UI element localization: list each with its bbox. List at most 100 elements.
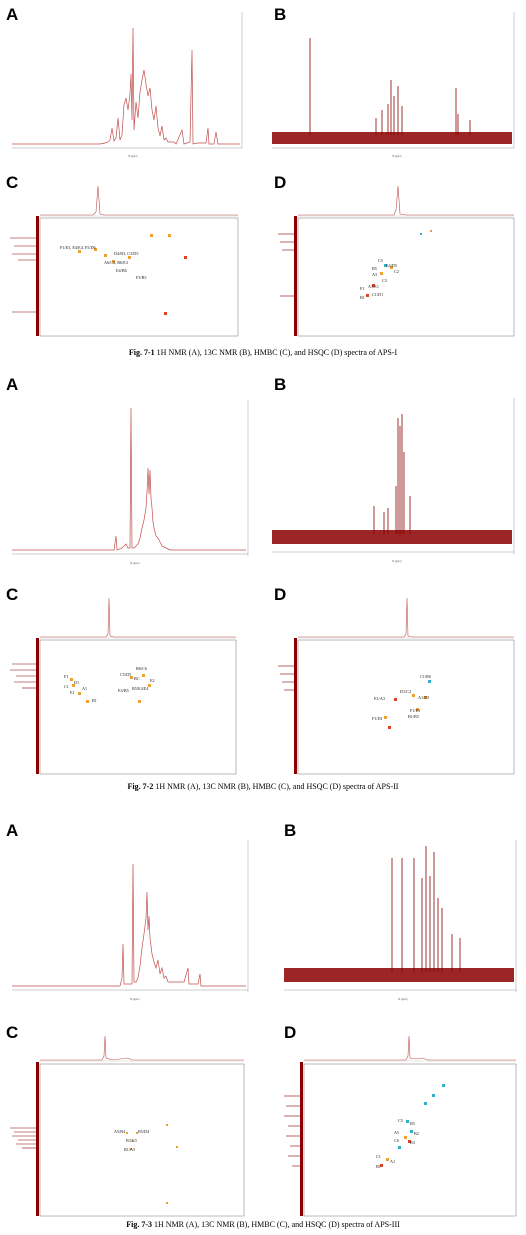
panel-label-c: C	[6, 173, 19, 192]
hsqc-label: C5	[378, 258, 383, 263]
left-projection	[294, 216, 297, 336]
left-projection	[36, 1062, 39, 1216]
hsqc-label: D1/C2	[400, 689, 411, 694]
plot-frame	[39, 217, 239, 337]
left-projection-peaks	[10, 237, 36, 313]
hmbc-label: F1	[64, 674, 68, 679]
hmbc-label: F3/B3	[136, 275, 146, 280]
hsqc-label: C1	[376, 1154, 381, 1159]
x-axis-label: f1 (ppm)	[392, 154, 402, 158]
figure-caption: Fig. 7-2 1H NMR (A), 13C NMR (B), HMBC (…	[0, 782, 526, 792]
panel-label-b: B	[274, 5, 287, 24]
figure-7-3: A B C D f1 (ppm) f1 (ppm)	[0, 798, 526, 1235]
panel-label-a: A	[6, 821, 19, 840]
cross-peaks	[126, 1124, 178, 1204]
hsqc-label: C3	[382, 278, 387, 283]
hmbc-label: BC	[134, 676, 140, 681]
panel-label-b: B	[284, 821, 297, 840]
panel-label-a: A	[6, 375, 19, 394]
hsqc-label: B1/B5	[408, 714, 419, 719]
left-projection	[294, 638, 297, 774]
noise-baseline	[284, 968, 514, 982]
figure-caption: Fig. 7-3 1H NMR (A), 13C NMR (B), HMBC (…	[0, 1220, 526, 1230]
x-axis-label: f1 (ppm)	[130, 561, 140, 565]
c13-nmr-spectrum: f1 (ppm)	[272, 12, 515, 158]
cross-peaks	[384, 680, 431, 729]
x-axis-label: f1 (ppm)	[128, 154, 138, 158]
cross-peaks	[70, 674, 151, 703]
hsqc-label: B1	[360, 295, 365, 300]
hsqc-label: E4/D5	[386, 263, 397, 268]
hmbc-label: F1/E3, E4/E4, F5/D6	[60, 245, 96, 251]
hmbc-label: A5/B4	[114, 1129, 126, 1134]
hsqc-label: C1/D1	[372, 292, 383, 297]
hsqc-label: A5	[394, 1130, 399, 1135]
h1-nmr-spectrum: f1 (ppm)	[12, 12, 243, 158]
hsqc-label: F1/D1	[372, 716, 383, 721]
caption-text: 1H NMR (A), 13C NMR (B), HMBC (C), and H…	[154, 1220, 400, 1229]
hsqc-label: F1/E3	[410, 708, 420, 713]
hmbc-label: A1	[82, 686, 87, 691]
hmbc-spectrum: F1 D1 C1 A1 E1 B1 C5/D5 B6/C6 BC E2 E3/B…	[10, 597, 237, 775]
x-axis-label: f1 (ppm)	[130, 997, 140, 1001]
h1-nmr-spectrum: f1 (ppm)	[12, 400, 249, 565]
caption-label: Fig. 7-2	[127, 782, 154, 791]
hsqc-label: C5	[398, 1118, 403, 1123]
hsqc-label: E1/A3	[374, 696, 385, 701]
hsqc-label: B1	[376, 1164, 381, 1169]
top-projection	[298, 185, 514, 216]
panel-label-a: A	[6, 5, 19, 24]
spectrum-peaks	[391, 846, 461, 972]
caption-label: Fig. 7-3	[126, 1220, 152, 1229]
plot-frame	[297, 217, 515, 337]
left-projection-peaks	[284, 1095, 300, 1167]
spectrum-peaks	[373, 414, 411, 534]
hsqc-label: F1	[360, 286, 364, 291]
left-projection-peaks	[10, 1127, 36, 1149]
plot-frame	[39, 639, 237, 775]
noise-baseline	[272, 132, 512, 144]
caption-label: Fig. 7-1	[128, 348, 155, 357]
hmbc-label: D1	[74, 680, 79, 685]
plot-frame	[297, 639, 515, 775]
hsqc-label: B3	[410, 1140, 415, 1145]
caption-text: 1H NMR (A), 13C NMR (B), HMBC (C), and H…	[155, 782, 399, 791]
noise-baseline	[272, 530, 512, 544]
panel-label-d: D	[284, 1023, 297, 1042]
hmbc-label: B6/C6	[136, 666, 147, 671]
hsqc-label: C6	[394, 1138, 399, 1143]
left-projection-peaks	[10, 663, 36, 689]
hsqc-label: B5	[372, 266, 377, 271]
hsqc-label: A1/E1	[368, 284, 379, 289]
top-projection	[298, 597, 514, 638]
c13-nmr-spectrum: f1 (ppm)	[272, 398, 515, 563]
hsqc-spectrum: C5 B5 A5 B2 C6 B3 C1 A1 B1	[284, 1035, 517, 1217]
hmbc-label: B5/D4	[138, 1129, 150, 1134]
hsqc-spectrum: C5 E4/D5 B5 A3 C2 C3 F1 A1/E1 B1 C1/D1	[278, 185, 515, 337]
figure-7-2: A B C D f1 (ppm) f1 (ppm)	[0, 368, 526, 798]
spectrum-trace	[12, 407, 246, 551]
hsqc-label: A1	[390, 1159, 395, 1164]
hsqc-label: A1/D5	[418, 695, 429, 700]
hmbc-label: E4/B6	[116, 268, 127, 273]
hmbc-label: C1	[64, 684, 69, 689]
left-projection	[36, 216, 39, 336]
left-projection	[300, 1062, 303, 1216]
hsqc-spectrum: C1/B6 D1/C2 A1/D5 E1/A3 F1/E3 F1/D1 B1/B…	[278, 597, 515, 775]
panel-label-d: D	[274, 173, 287, 192]
hmbc-label: B1	[92, 698, 97, 703]
hsqc-label: B5	[410, 1121, 415, 1126]
h1-nmr-spectrum: f1 (ppm)	[12, 840, 249, 1001]
top-projection	[40, 185, 238, 216]
plot-frame	[39, 1063, 245, 1217]
hsqc-label: A3	[372, 272, 377, 277]
spectrum-trace	[12, 863, 246, 987]
cross-peaks	[78, 234, 187, 315]
panel-label-b: B	[274, 375, 287, 394]
hsqc-label: C2	[394, 269, 399, 274]
hmbc-label: C5/D5	[120, 672, 131, 677]
top-projection	[304, 1035, 516, 1061]
panel-label-c: C	[6, 585, 19, 604]
left-projection-peaks	[278, 665, 294, 691]
caption-text: 1H NMR (A), 13C NMR (B), HMBC (C), and H…	[156, 348, 398, 357]
